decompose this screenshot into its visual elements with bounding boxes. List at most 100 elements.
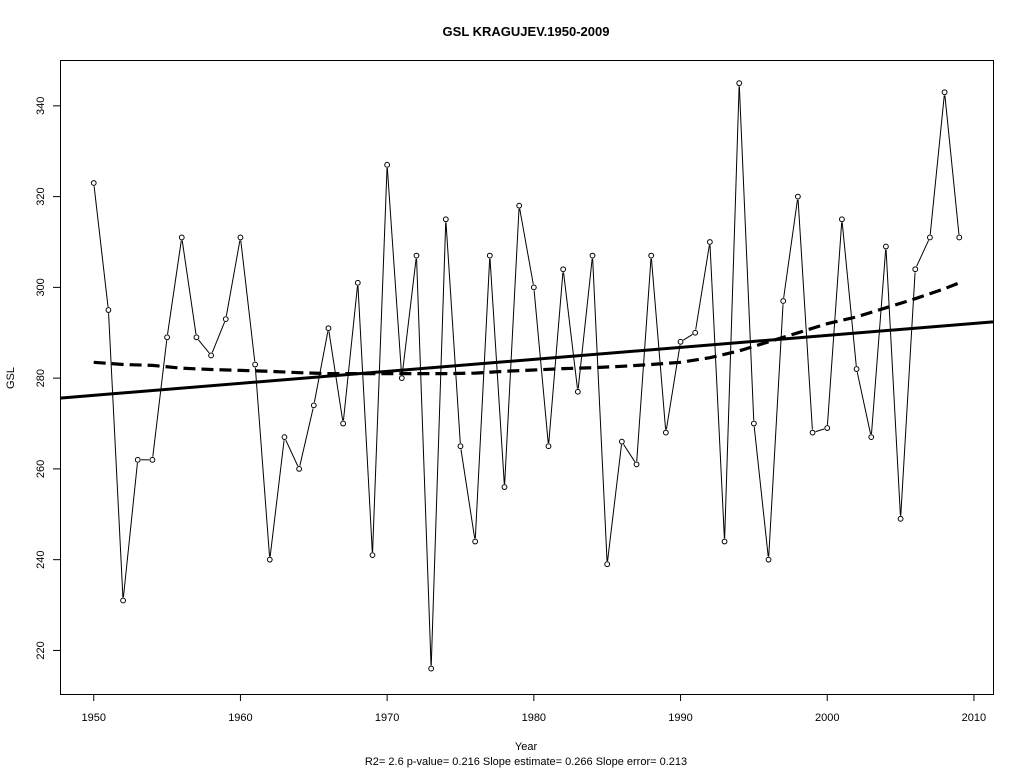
data-point <box>897 515 904 522</box>
series-line-segment <box>695 245 710 330</box>
data-point <box>252 361 259 368</box>
y-tick-label: 240 <box>35 550 47 568</box>
data-point <box>90 180 97 186</box>
series-line-segment <box>826 222 843 425</box>
series-line-segment <box>636 258 652 462</box>
series-line-segment <box>416 258 432 666</box>
series-line-segment <box>211 321 226 353</box>
series-line-segment <box>607 444 622 562</box>
x-tick-label: 1950 <box>81 712 105 724</box>
y-axis: 220 240 260 280 300 320 340 <box>35 97 60 660</box>
x-axis: 1950 1960 1970 1980 1990 2000 2010 <box>81 694 986 724</box>
data-point <box>516 202 523 209</box>
data-point <box>574 388 581 395</box>
series-line-segment <box>885 249 901 516</box>
data-point <box>310 402 317 409</box>
series-line-segment <box>856 372 872 435</box>
data-point <box>868 434 875 441</box>
y-tick-label: 260 <box>35 460 47 478</box>
data-point <box>545 443 552 450</box>
data-point <box>296 466 303 472</box>
series-line-segment <box>313 331 329 403</box>
series-line-segment <box>650 258 667 430</box>
data-point <box>780 298 787 304</box>
data-point <box>428 665 435 672</box>
data-point <box>530 284 537 291</box>
data-point <box>853 366 860 372</box>
series-line-segment <box>519 208 534 285</box>
data-point <box>706 239 713 245</box>
series-line-segment <box>870 249 887 434</box>
series-line-segment <box>533 290 549 444</box>
data-point <box>325 325 332 332</box>
series-line-segment <box>285 439 299 467</box>
data-point <box>839 216 845 223</box>
data-point <box>956 234 963 241</box>
plot-frame <box>60 60 994 695</box>
series-line-segment <box>944 95 960 235</box>
data-point <box>648 252 655 259</box>
data-point <box>912 266 919 273</box>
series-line-segment <box>900 272 916 516</box>
data-point <box>501 484 508 490</box>
series-line-segment <box>254 367 271 557</box>
data-point <box>442 216 449 223</box>
data-point <box>604 561 611 568</box>
data-point <box>134 456 141 463</box>
series-line-segment <box>929 95 945 235</box>
series-line-segment <box>372 168 388 552</box>
data-point <box>398 375 405 382</box>
data-point <box>413 252 420 259</box>
series-line-segment <box>181 240 197 335</box>
x-tick-label: 1970 <box>375 712 399 724</box>
data-point <box>178 234 185 241</box>
y-tick-label: 280 <box>35 369 47 387</box>
series-line-segment <box>474 258 491 539</box>
series-line-segment <box>460 449 476 539</box>
data-point <box>486 252 493 259</box>
y-tick-label: 300 <box>35 278 47 296</box>
data-point <box>354 279 361 286</box>
series-line-segment <box>623 444 636 462</box>
x-tick-label: 1960 <box>228 712 252 724</box>
series-line-segment <box>563 272 578 389</box>
series-line-segment <box>122 462 138 598</box>
chart-title: GSL KRAGUJEV.1950-2009 <box>443 24 610 39</box>
series-line-segment <box>709 245 725 539</box>
data-point <box>618 438 625 445</box>
data-point <box>589 252 596 259</box>
data-point <box>560 266 567 273</box>
data-point <box>340 420 347 427</box>
y-axis-label: GSL <box>5 367 17 389</box>
data-point <box>164 334 170 341</box>
series-line-segment <box>167 240 182 335</box>
data-point <box>824 425 831 431</box>
series-line-segment <box>665 344 681 430</box>
y-tick-label: 220 <box>35 641 47 659</box>
series-line-segment <box>841 222 857 366</box>
x-axis-label: Year <box>515 741 538 753</box>
series-line-segment <box>299 408 314 466</box>
data-point <box>369 552 376 559</box>
y-tick-label: 340 <box>35 97 47 115</box>
x-tick-label: 2010 <box>962 712 986 724</box>
smoothed-line <box>93 281 960 376</box>
series-line-segment <box>401 258 417 376</box>
series-line-segment <box>797 199 813 430</box>
series-line-segment <box>783 199 798 298</box>
series-line-segment <box>357 285 373 552</box>
data-point <box>384 161 391 168</box>
trend-line <box>59 320 994 400</box>
data-point <box>149 456 156 463</box>
data-point <box>721 538 728 545</box>
series-line-segment <box>430 222 447 666</box>
series-line-segment <box>108 313 124 598</box>
series-line-segment <box>768 304 784 557</box>
data-point <box>105 307 112 313</box>
series-line-segment <box>152 340 168 457</box>
data-point <box>883 243 889 250</box>
plot-lines <box>59 86 994 666</box>
series-line-segment <box>753 426 769 557</box>
data-point <box>662 429 669 436</box>
